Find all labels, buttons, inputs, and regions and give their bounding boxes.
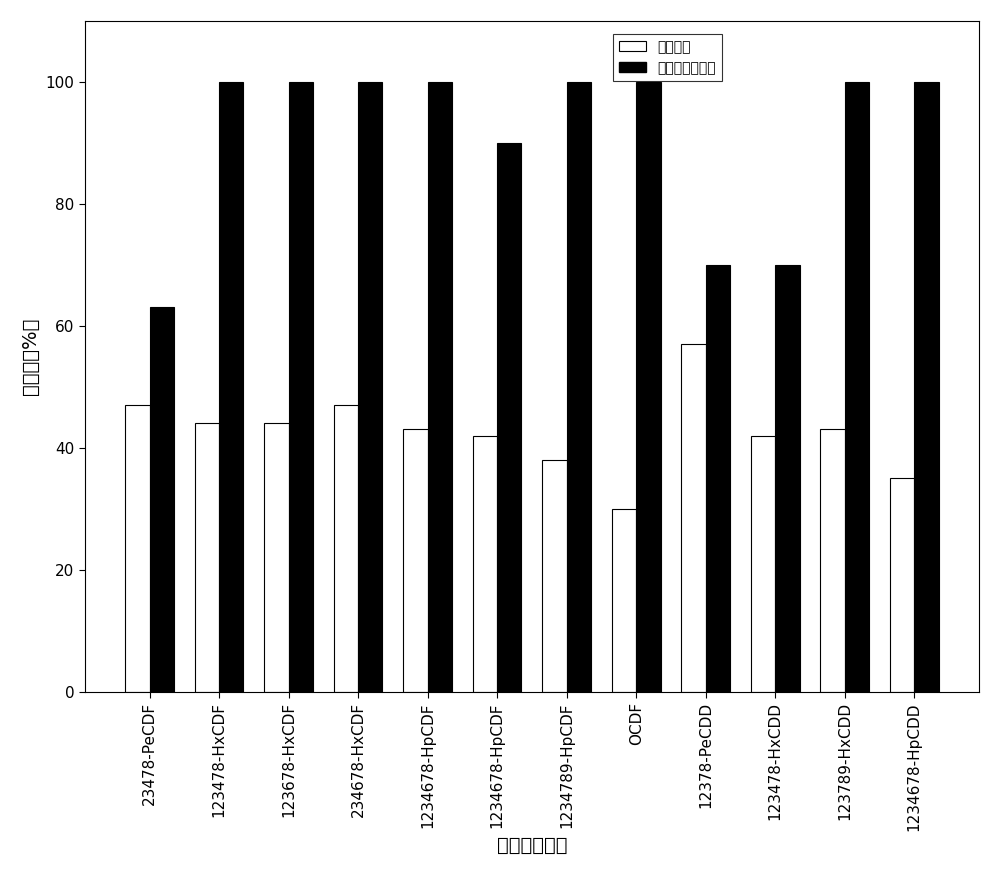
Bar	[358, 81, 382, 692]
Bar	[612, 509, 636, 692]
Bar	[195, 423, 219, 692]
Bar	[820, 429, 845, 692]
Bar	[681, 344, 706, 692]
Legend: 辐照飞灰, 辐照飞灰提取液: 辐照飞灰, 辐照飞灰提取液	[613, 34, 722, 81]
Bar	[150, 307, 174, 692]
Bar	[914, 81, 939, 692]
Bar	[845, 81, 869, 692]
Bar	[497, 143, 521, 692]
Y-axis label: 降解率（%）: 降解率（%）	[21, 318, 40, 395]
Bar	[890, 478, 914, 692]
Bar	[219, 81, 243, 692]
Bar	[567, 81, 591, 692]
Bar	[636, 81, 661, 692]
Bar	[264, 423, 289, 692]
Bar	[289, 81, 313, 692]
Bar	[775, 265, 800, 692]
Bar	[542, 460, 567, 692]
Bar	[428, 81, 452, 692]
Bar	[403, 429, 428, 692]
Bar	[751, 435, 775, 692]
X-axis label: 二恶英异构体: 二恶英异构体	[497, 837, 567, 855]
Bar	[473, 435, 497, 692]
Bar	[706, 265, 730, 692]
Bar	[125, 405, 150, 692]
Bar	[334, 405, 358, 692]
